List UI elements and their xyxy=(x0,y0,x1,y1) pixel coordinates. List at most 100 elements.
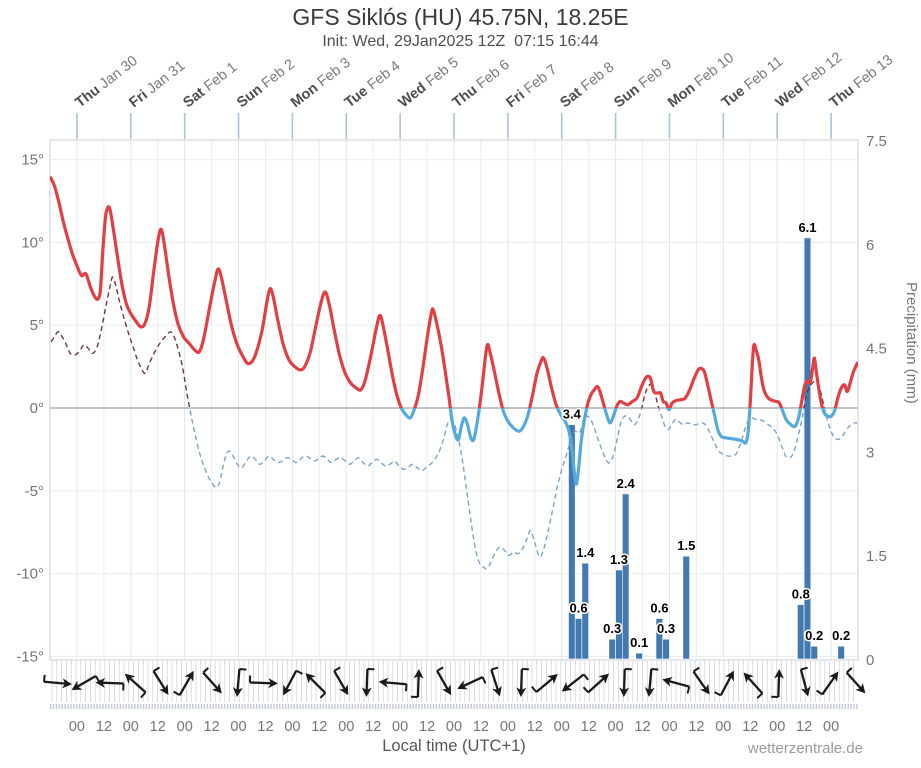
svg-text:00: 00 xyxy=(823,719,839,735)
svg-text:12: 12 xyxy=(527,719,543,735)
svg-text:2.4: 2.4 xyxy=(617,476,636,491)
svg-text:5°: 5° xyxy=(30,317,44,334)
svg-text:00: 00 xyxy=(284,719,300,735)
svg-text:12: 12 xyxy=(742,719,758,735)
svg-text:00: 00 xyxy=(446,719,462,735)
svg-text:1.4: 1.4 xyxy=(576,545,595,560)
wind-arrow xyxy=(43,674,72,689)
svg-text:1.5: 1.5 xyxy=(677,538,695,553)
svg-text:0: 0 xyxy=(866,652,874,669)
wind-arrow xyxy=(152,666,169,695)
day-label: Sat Feb 1 xyxy=(180,59,240,111)
wind-arrow xyxy=(333,666,349,696)
svg-text:6: 6 xyxy=(866,237,874,254)
svg-text:12: 12 xyxy=(688,719,704,735)
svg-text:0.2: 0.2 xyxy=(832,628,850,643)
svg-text:00: 00 xyxy=(230,719,246,735)
wind-arrow xyxy=(516,668,529,697)
svg-text:12: 12 xyxy=(419,719,435,735)
wind-band xyxy=(50,661,858,709)
svg-text:00: 00 xyxy=(338,719,354,735)
wind-arrow xyxy=(662,677,691,694)
wind-arrow xyxy=(232,668,247,697)
watermark: wetterzentrale.de xyxy=(747,740,863,757)
svg-text:12: 12 xyxy=(796,719,812,735)
svg-text:12: 12 xyxy=(96,719,112,735)
svg-text:0.1: 0.1 xyxy=(630,635,648,650)
wind-arrow xyxy=(845,667,866,694)
wind-arrow xyxy=(95,677,125,691)
wind-arrow xyxy=(561,673,589,692)
svg-text:0.6: 0.6 xyxy=(570,601,588,616)
svg-text:00: 00 xyxy=(69,719,85,735)
wind-arrow xyxy=(815,671,839,696)
svg-text:12: 12 xyxy=(311,719,327,735)
wind-arrow xyxy=(743,672,764,699)
wind-arrow xyxy=(490,666,502,697)
svg-text:-10°: -10° xyxy=(16,566,44,583)
wind-arrow xyxy=(378,677,408,692)
wind-arrow xyxy=(644,668,659,697)
wind-arrow xyxy=(799,666,811,697)
svg-text:6.1: 6.1 xyxy=(798,220,816,235)
svg-text:4.5: 4.5 xyxy=(866,341,887,358)
svg-text:00: 00 xyxy=(123,719,139,735)
wind-arrow xyxy=(202,667,222,694)
gridlines xyxy=(49,139,859,661)
svg-text:00: 00 xyxy=(392,719,408,735)
svg-text:0.8: 0.8 xyxy=(792,587,810,602)
wind-arrow xyxy=(305,673,327,699)
wind-arrow xyxy=(71,675,101,690)
svg-text:00: 00 xyxy=(769,719,785,735)
precip-bar-labels: 3.4 0.6 1.4 0.3 1.3 2.4 0.1 0.6 0.3 1.5 0.8 6.1 0.2 0… xyxy=(561,218,851,651)
x-axis-title: Local time (UTC+1) xyxy=(382,737,526,755)
chart-subtitle: Init: Wed, 29Jan2025 12Z 07:15 16:44 xyxy=(322,33,599,50)
svg-text:-15°: -15° xyxy=(16,648,44,665)
svg-text:00: 00 xyxy=(554,719,570,735)
svg-text:3.4: 3.4 xyxy=(563,407,582,422)
wind-arrow xyxy=(361,668,375,697)
svg-text:00: 00 xyxy=(500,719,516,735)
wind-arrow xyxy=(173,670,194,696)
wind-arrow xyxy=(531,674,558,693)
day-label: Mon Feb 3 xyxy=(288,55,354,111)
day-label: Sat Feb 8 xyxy=(557,59,617,111)
wind-arrow xyxy=(692,666,710,695)
wind-arrow xyxy=(582,673,610,694)
precip-bars xyxy=(568,237,845,660)
svg-text:0.2: 0.2 xyxy=(805,628,823,643)
svg-text:00: 00 xyxy=(661,719,677,735)
wind-arrow xyxy=(283,669,303,696)
svg-text:15°: 15° xyxy=(21,152,44,169)
wind-arrow xyxy=(457,676,487,690)
day-label: Sun Feb 2 xyxy=(234,56,298,111)
svg-text:12: 12 xyxy=(581,719,597,735)
svg-text:0°: 0° xyxy=(30,400,44,417)
svg-text:12: 12 xyxy=(473,719,489,735)
svg-text:12: 12 xyxy=(204,719,220,735)
wind-arrow xyxy=(124,673,147,699)
day-label: Sun Feb 9 xyxy=(611,56,675,111)
svg-text:3: 3 xyxy=(866,444,874,461)
svg-text:12: 12 xyxy=(150,719,166,735)
wind-arrow xyxy=(248,675,278,689)
chart-title: GFS Siklós (HU) 45.75N, 18.25E xyxy=(292,4,629,30)
day-ticks xyxy=(76,113,832,139)
svg-text:00: 00 xyxy=(177,719,193,735)
svg-text:0.3: 0.3 xyxy=(603,621,621,636)
svg-text:0.6: 0.6 xyxy=(650,601,668,616)
svg-text:12: 12 xyxy=(634,719,650,735)
svg-text:7.5: 7.5 xyxy=(866,133,887,150)
svg-text:-5°: -5° xyxy=(25,483,44,500)
svg-text:1.5: 1.5 xyxy=(866,548,887,565)
wind-arrows xyxy=(43,666,866,699)
svg-text:12: 12 xyxy=(365,719,381,735)
temperature-curves xyxy=(50,176,858,570)
wind-arrow xyxy=(714,670,734,697)
svg-text:1.3: 1.3 xyxy=(610,552,628,567)
svg-text:12: 12 xyxy=(257,719,273,735)
